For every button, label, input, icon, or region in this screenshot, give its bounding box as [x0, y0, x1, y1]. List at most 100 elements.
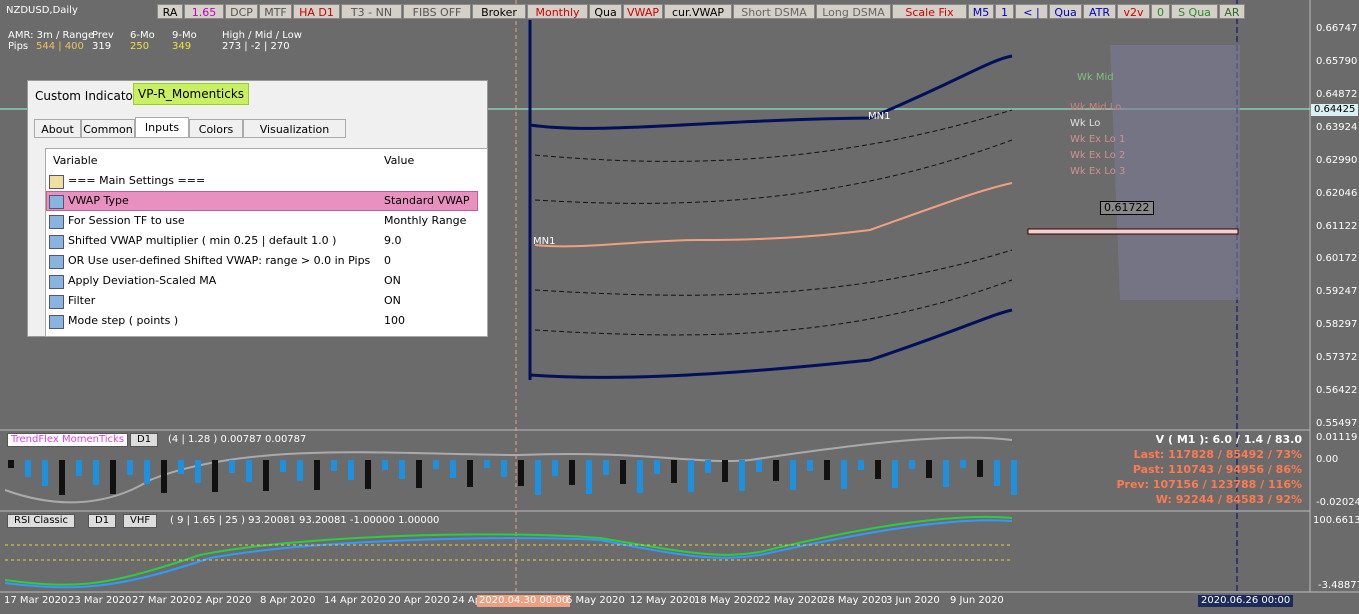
amr-label: Prev: [92, 30, 114, 41]
column-header: Value: [384, 154, 415, 167]
toolbar-button[interactable]: Scale Fix: [892, 4, 967, 19]
tab[interactable]: Common: [81, 119, 135, 138]
histogram-bar: [722, 460, 728, 482]
level-label: Wk Ex Lo 3: [1070, 166, 1126, 177]
param-name[interactable]: Apply Deviation-Scaled MA: [68, 274, 217, 287]
date-label: 24 Ap: [452, 595, 482, 606]
tab[interactable]: Inputs: [135, 117, 189, 138]
tab[interactable]: Colors: [189, 119, 243, 138]
toolbar-button[interactable]: RA: [157, 4, 183, 19]
price-label: 0.62046: [1316, 187, 1358, 199]
toolbar-button[interactable]: S Qua: [1171, 4, 1218, 19]
toolbar-button[interactable]: FIBS OFF: [403, 4, 471, 19]
histogram-bar: [1011, 460, 1017, 495]
histogram-bar: [110, 460, 116, 494]
toolbar-button[interactable]: DCP: [225, 4, 258, 19]
param-name[interactable]: VWAP Type: [68, 194, 129, 207]
histogram-bar: [297, 460, 303, 481]
histogram-bar: [943, 460, 949, 487]
param-name[interactable]: OR Use user-defined Shifted VWAP: range …: [68, 254, 371, 267]
param-value[interactable]: ON: [384, 294, 401, 307]
amr-value: 273 | -2 | 270: [222, 41, 290, 52]
toolbar-button[interactable]: ATR: [1083, 4, 1116, 19]
date-label: 9 Jun 2020: [950, 595, 1004, 606]
toolbar-button[interactable]: Qua: [1049, 4, 1082, 19]
price-label: 0.64872: [1316, 88, 1358, 100]
param-name[interactable]: Filter: [68, 294, 96, 307]
date-label: 17 Mar 2020: [4, 595, 68, 606]
level-label: Wk Ex Lo 1: [1070, 134, 1126, 145]
param-name[interactable]: Mode step ( points ): [68, 314, 179, 327]
histogram-bar: [178, 460, 184, 474]
param-value[interactable]: 100: [384, 314, 405, 327]
amr-value: 544 | 400: [36, 41, 84, 52]
amr-label: Pips: [8, 41, 29, 52]
sub-axis-label: 0.01119: [1316, 432, 1358, 443]
histogram-bar: [926, 460, 932, 478]
toolbar-button[interactable]: Short DSMA: [733, 4, 815, 19]
toolbar-button[interactable]: MTF: [259, 4, 292, 19]
param-value[interactable]: Monthly Range: [384, 214, 467, 227]
toolbar-button[interactable]: VWAP: [623, 4, 663, 19]
level-label: Wk Lo: [1070, 118, 1101, 129]
histogram-bar: [263, 460, 269, 491]
indicator-params: (4 | 1.28 ) 0.00787 0.00787: [168, 434, 307, 445]
toolbar-button[interactable]: Long DSMA: [816, 4, 891, 19]
indicator-tag: D1: [130, 433, 159, 447]
tab[interactable]: About: [34, 119, 81, 138]
toolbar-button[interactable]: T3 - NN: [341, 4, 402, 19]
param-name[interactable]: For Session TF to use: [68, 214, 185, 227]
level-label: Wk Mid: [1077, 72, 1114, 83]
toolbar-button[interactable]: M5: [968, 4, 994, 19]
param-value[interactable]: ON: [384, 274, 401, 287]
histogram-bar: [467, 460, 473, 487]
toolbar-button[interactable]: Broker: [472, 4, 526, 19]
amr-value: 250: [130, 41, 150, 52]
price-label: 0.58297: [1316, 319, 1358, 331]
toolbar-button[interactable]: 1: [995, 4, 1014, 19]
toolbar-button[interactable]: Qua: [589, 4, 622, 19]
level-label: Wk Mid Lo: [1070, 102, 1122, 113]
histogram-bar: [773, 460, 779, 481]
param-name[interactable]: Shifted VWAP multiplier ( min 0.25 | def…: [68, 234, 337, 247]
toolbar-button[interactable]: < |: [1015, 4, 1048, 19]
price-label: 0.61122: [1316, 220, 1358, 232]
histogram-bar: [841, 460, 847, 489]
histogram-bar: [569, 460, 575, 485]
histogram-bar: [739, 460, 745, 491]
indicator-tag: D1: [88, 514, 117, 528]
dialog-title: Custom Indicator -: [35, 89, 146, 103]
toolbar-button[interactable]: HA D1: [293, 4, 340, 19]
date-label: 22 May 2020: [758, 595, 824, 606]
histogram-bar: [348, 460, 354, 480]
histogram-bar: [790, 460, 796, 490]
toolbar-button[interactable]: 1.65: [184, 4, 224, 19]
histogram-bar: [382, 460, 388, 470]
tab[interactable]: Visualization: [243, 119, 346, 138]
histogram-bar: [501, 460, 507, 477]
toolbar-button[interactable]: AR: [1219, 4, 1245, 19]
toolbar-button[interactable]: Monthly: [527, 4, 588, 19]
param-value[interactable]: 9.0: [384, 234, 402, 247]
histogram-bar: [93, 460, 99, 485]
histogram-bar: [416, 460, 422, 488]
histogram-bar: [42, 460, 48, 486]
amr-label: AMR: 3m / Range: [8, 30, 95, 41]
amr-value: 349: [172, 41, 192, 52]
amr-label: 6-Mo: [130, 30, 155, 41]
histogram-bar: [620, 460, 626, 484]
param-value[interactable]: Standard VWAP: [384, 194, 470, 207]
histogram-bar: [960, 460, 966, 468]
histogram-bar: [858, 460, 864, 470]
toolbar-button[interactable]: cur.VWAP: [664, 4, 732, 19]
toolbar-button[interactable]: 0: [1151, 4, 1170, 19]
stat-line: V ( M1 ): 6.0 / 1.4 / 83.0: [1155, 433, 1302, 446]
param-name[interactable]: === Main Settings ===: [68, 174, 206, 187]
histogram-bar: [586, 460, 592, 494]
histogram-bar: [518, 460, 524, 486]
toolbar-button[interactable]: v2v: [1117, 4, 1150, 19]
param-value[interactable]: 0: [384, 254, 391, 267]
row-highlight: [46, 191, 478, 211]
stat-line: W: 92244 / 84583 / 92%: [1155, 493, 1302, 506]
symbol: NZDUSD,Daily: [6, 5, 78, 16]
